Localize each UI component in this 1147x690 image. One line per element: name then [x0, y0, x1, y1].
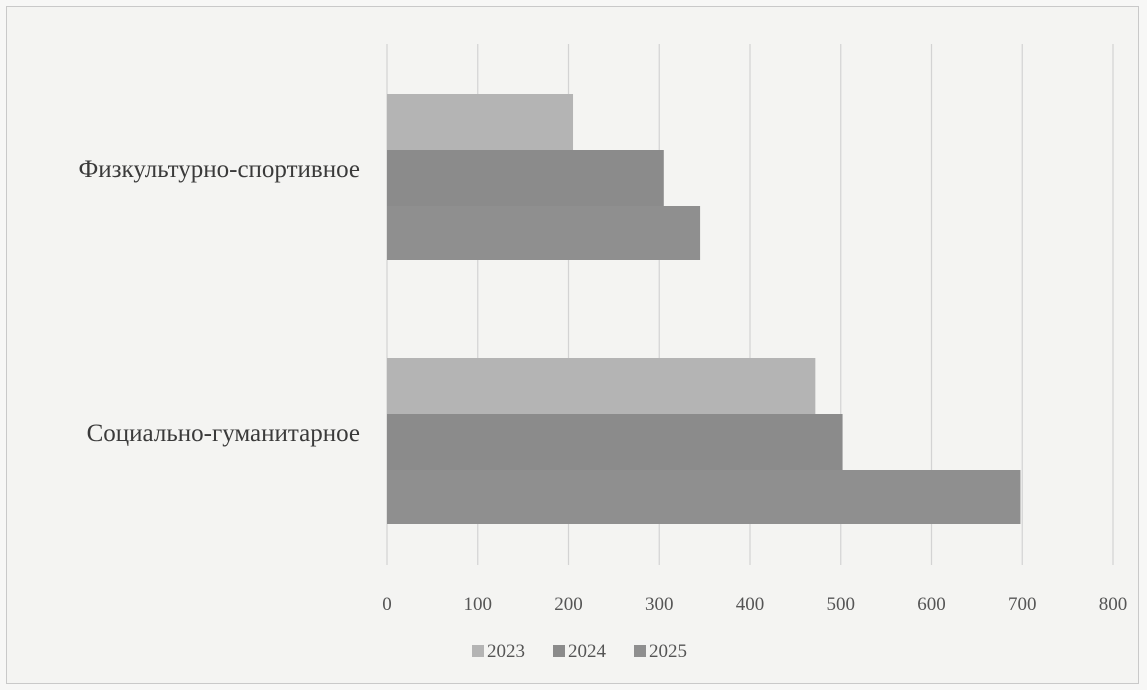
legend-label: 2023 — [487, 641, 525, 662]
category-labels: Физкультурно-спортивное Социально-гуманит… — [79, 156, 360, 447]
bar-2025-socialno — [387, 470, 1021, 524]
bar-2024-socialno — [387, 414, 843, 470]
x-tick-label: 400 — [736, 594, 765, 615]
legend: 2023 2024 2025 — [472, 641, 687, 662]
legend-swatch — [634, 645, 646, 657]
x-tick-label: 300 — [645, 594, 674, 615]
category-label: Социально-гуманитарное — [87, 420, 360, 447]
x-axis-tick-labels: 0 100 200 300 400 500 600 700 800 — [382, 594, 1127, 615]
bars-layer — [387, 94, 1021, 524]
x-tick-label: 0 — [382, 594, 392, 615]
legend-label: 2024 — [568, 641, 607, 662]
category-label: Физкультурно-спортивное — [79, 156, 360, 183]
legend-item-2025: 2025 — [634, 641, 687, 662]
x-tick-label: 500 — [827, 594, 856, 615]
bar-2023-fizkultura — [387, 94, 574, 150]
legend-swatch — [472, 645, 484, 657]
bar-2024-fizkultura — [387, 150, 664, 206]
x-tick-label: 800 — [1099, 594, 1128, 615]
legend-item-2023: 2023 — [472, 641, 525, 662]
x-tick-label: 200 — [554, 594, 583, 615]
x-tick-label: 700 — [1008, 594, 1037, 615]
x-tick-label: 100 — [464, 594, 493, 615]
x-tick-label: 600 — [917, 594, 946, 615]
bar-2025-fizkultura — [387, 206, 701, 260]
legend-label: 2025 — [649, 641, 687, 662]
bar-2023-socialno — [387, 358, 816, 414]
legend-item-2024: 2024 — [553, 641, 607, 662]
legend-swatch — [553, 645, 565, 657]
